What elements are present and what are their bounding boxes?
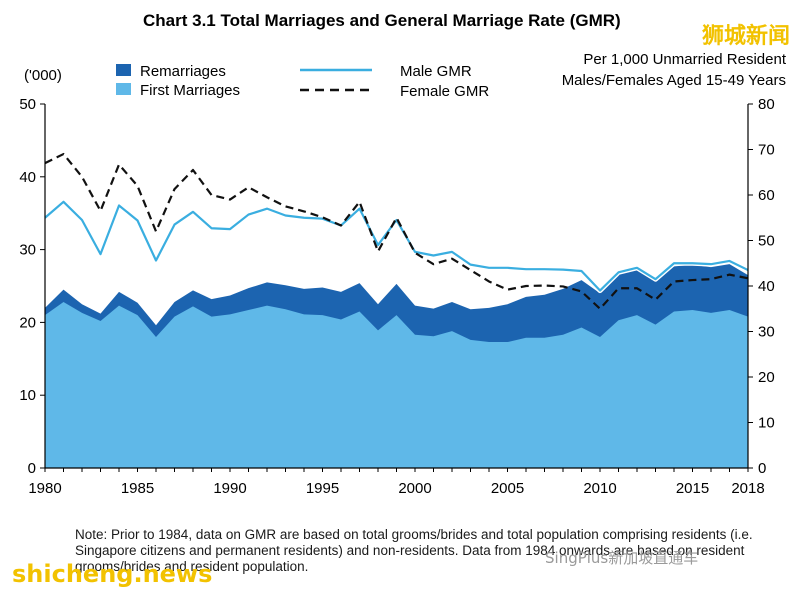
plot-area: 0 10 20 30 40 50 0 10 20 30 40 50 60 70 80 1980 1985 1990…: [19, 96, 774, 497]
watermark-top-right: 狮城新闻: [701, 24, 790, 49]
left-axis-unit: ('000): [24, 67, 62, 84]
x-tick-label: 1985: [121, 480, 154, 497]
left-tick-label: 0: [28, 460, 36, 477]
x-tick-label: 2015: [676, 480, 709, 497]
chart-title: Chart 3.1 Total Marriages and General Ma…: [143, 11, 621, 30]
area-first-marriages: [45, 302, 748, 468]
legend-label-male-gmr: Male GMR: [400, 63, 472, 80]
chart-note: Note: Prior to 1984, data on GMR are bas…: [75, 527, 753, 574]
legend-swatch-first-marriages: [116, 83, 131, 95]
x-tick-label: 2000: [398, 480, 431, 497]
right-tick-label: 30: [758, 324, 775, 341]
x-tick-label: 1995: [306, 480, 339, 497]
left-tick-label: 50: [19, 96, 36, 113]
right-tick-label: 0: [758, 460, 766, 477]
legend-swatch-remarriages: [116, 64, 131, 76]
left-tick-label: 40: [19, 169, 36, 186]
right-tick-label: 70: [758, 142, 775, 159]
watermark-bottom-left: shicheng.news: [12, 560, 213, 588]
x-tick-label: 2010: [583, 480, 616, 497]
right-tick-label: 80: [758, 96, 775, 113]
right-tick-label: 50: [758, 233, 775, 250]
x-tick-label: 2005: [491, 480, 524, 497]
left-tick-label: 20: [19, 314, 36, 331]
right-tick-label: 60: [758, 187, 775, 204]
x-tick-label: 2018: [731, 480, 764, 497]
right-axis-label-line2: Males/Females Aged 15-49 Years: [562, 72, 786, 89]
right-axis-label-line1: Per 1,000 Unmarried Resident: [583, 51, 786, 68]
right-tick-label: 40: [758, 278, 775, 295]
watermark-bottom-right: SingPlus新加坡直通车: [545, 549, 699, 567]
legend-label-remarriages: Remarriages: [140, 63, 226, 80]
left-tick-label: 30: [19, 242, 36, 259]
left-tick-label: 10: [19, 387, 36, 404]
right-tick-label: 10: [758, 415, 775, 432]
right-tick-label: 20: [758, 369, 775, 386]
x-tick-label: 1990: [213, 480, 246, 497]
legend-label-first-marriages: First Marriages: [140, 82, 240, 99]
legend-label-female-gmr: Female GMR: [400, 83, 489, 100]
x-tick-label: 1980: [28, 480, 61, 497]
